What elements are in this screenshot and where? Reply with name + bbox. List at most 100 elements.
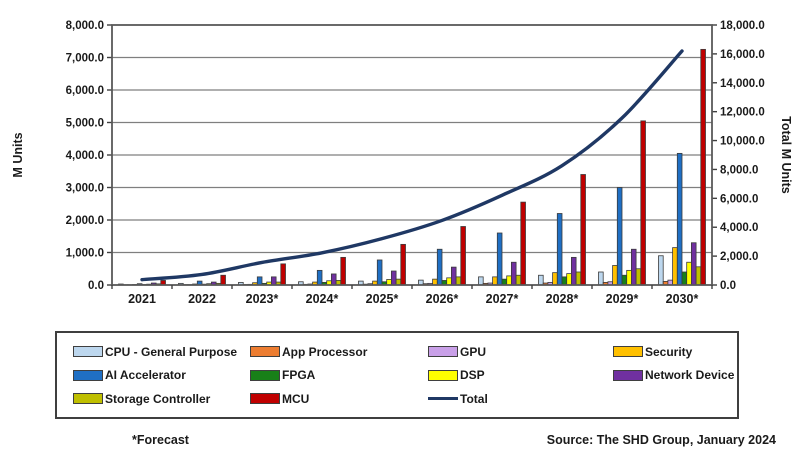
right-axis-tick-label: 4,000.0 xyxy=(720,222,758,234)
x-axis-label: 2026* xyxy=(426,292,459,306)
legend-color-swatch xyxy=(428,369,458,381)
legend-color-swatch xyxy=(73,346,103,357)
legend-label: Total xyxy=(460,391,488,406)
right-axis-title: Total M Units xyxy=(779,116,793,194)
legend-label: App Processor xyxy=(282,344,368,359)
legend-color-swatch xyxy=(250,393,280,404)
legend-item-dsp: DSP xyxy=(428,368,613,382)
left-axis-tick-label: 8,000.0 xyxy=(66,20,104,32)
legend-label: GPU xyxy=(460,344,487,359)
x-axis-label: 2021 xyxy=(128,292,156,306)
forecast-footnote: *Forecast xyxy=(132,433,189,447)
bar xyxy=(256,276,263,286)
bar xyxy=(556,213,563,286)
left-axis-tick-label: 0.0 xyxy=(88,280,104,292)
x-axis-label: 2029* xyxy=(606,292,639,306)
bar xyxy=(270,276,277,286)
bar xyxy=(566,273,572,286)
bar xyxy=(330,273,337,286)
legend-color-swatch xyxy=(73,369,103,381)
legend-item-cpu-general-purpose: CPU - General Purpose xyxy=(73,345,250,359)
bar xyxy=(492,276,498,286)
bar xyxy=(552,272,558,286)
legend-label: DSP xyxy=(460,368,485,382)
bar xyxy=(621,274,628,286)
x-axis-label: 2022 xyxy=(188,292,216,306)
x-axis-label: 2027* xyxy=(486,292,519,306)
bar xyxy=(436,248,443,286)
legend-line-swatch xyxy=(428,396,458,401)
right-axis-tick-label: 12,000.0 xyxy=(720,107,765,119)
x-axis-label: 2028* xyxy=(546,292,579,306)
bar xyxy=(575,271,582,286)
x-axis-label: 2030* xyxy=(666,292,699,306)
legend-label: MCU xyxy=(282,391,310,406)
legend-label: Storage Controller xyxy=(105,391,211,406)
bar xyxy=(510,261,517,286)
chart-plot: 0.0 1,000.0 2,000.0 3,000.0 4,000.0 5,000.0 6,… xyxy=(11,20,793,306)
left-axis-tick-label: 6,000.0 xyxy=(66,85,104,97)
bar xyxy=(635,268,642,286)
right-axis-tick-label: 8,000.0 xyxy=(720,164,758,176)
bar-series-mcu xyxy=(160,48,706,286)
legend-color-swatch xyxy=(250,346,280,357)
x-axis-label: 2024* xyxy=(306,292,339,306)
right-axis-tick-label: 16,000.0 xyxy=(720,49,765,61)
bar xyxy=(496,232,503,286)
bar xyxy=(450,266,457,286)
right-axis-tick-label: 2,000.0 xyxy=(720,251,758,263)
left-axis-tick-label: 5,000.0 xyxy=(66,118,104,130)
legend-item-app-processor: App Processor xyxy=(250,345,428,359)
chart-legend: CPU - General Purpose App Processor GPU Sec… xyxy=(55,331,739,419)
bar xyxy=(658,255,664,286)
bar xyxy=(672,247,678,286)
legend-item-gpu: GPU xyxy=(428,345,613,359)
legend-color-swatch xyxy=(428,346,458,357)
left-axis-tick-label: 3,000.0 xyxy=(66,183,104,195)
left-axis-tick-label: 1,000.0 xyxy=(66,248,104,260)
bar xyxy=(691,242,697,286)
left-axis-tick-label: 2,000.0 xyxy=(66,215,104,227)
bar xyxy=(631,248,637,286)
legend-item-storage-controller: Storage Controller xyxy=(73,392,250,406)
left-axis-title: M Units xyxy=(11,132,25,177)
bar xyxy=(446,277,452,286)
bar xyxy=(220,274,226,286)
legend-item-ai-accelerator: AI Accelerator xyxy=(73,368,250,382)
bar xyxy=(561,276,568,286)
bar xyxy=(538,274,544,286)
legend-label: CPU - General Purpose xyxy=(105,344,238,359)
bar xyxy=(571,256,577,286)
bar xyxy=(640,120,646,286)
bar xyxy=(695,266,702,286)
right-axis-tick-label: 14,000.0 xyxy=(720,78,765,90)
right-axis-tick-label: 0.0 xyxy=(720,280,736,292)
legend-item-fpga: FPGA xyxy=(250,368,428,382)
bar-series-network-device xyxy=(150,242,697,286)
bar xyxy=(580,174,586,286)
total-line xyxy=(140,49,684,282)
bar xyxy=(515,274,522,286)
left-axis-tick-label: 4,000.0 xyxy=(66,150,104,162)
bar xyxy=(598,271,604,286)
legend-item-network-device: Network Device xyxy=(613,368,737,382)
source-credit: Source: The SHD Group, January 2024 xyxy=(546,433,776,447)
bar xyxy=(478,276,484,286)
bar xyxy=(340,256,346,286)
bar xyxy=(616,187,623,286)
bar xyxy=(455,276,462,286)
right-axis-tick-label: 18,000.0 xyxy=(720,20,765,32)
bar xyxy=(626,269,632,286)
bar xyxy=(376,259,383,286)
legend-item-total: Total xyxy=(428,392,613,406)
legend-label: AI Accelerator xyxy=(105,368,186,382)
bar xyxy=(686,261,692,286)
bar xyxy=(400,243,406,286)
left-axis-tick-label: 7,000.0 xyxy=(66,53,104,65)
legend-color-swatch xyxy=(250,369,280,381)
x-axis-label: 2023* xyxy=(246,292,279,306)
legend-label: Network Device xyxy=(645,368,735,382)
legend-label: Security xyxy=(645,344,693,359)
right-axis-tick-label: 6,000.0 xyxy=(720,193,758,205)
